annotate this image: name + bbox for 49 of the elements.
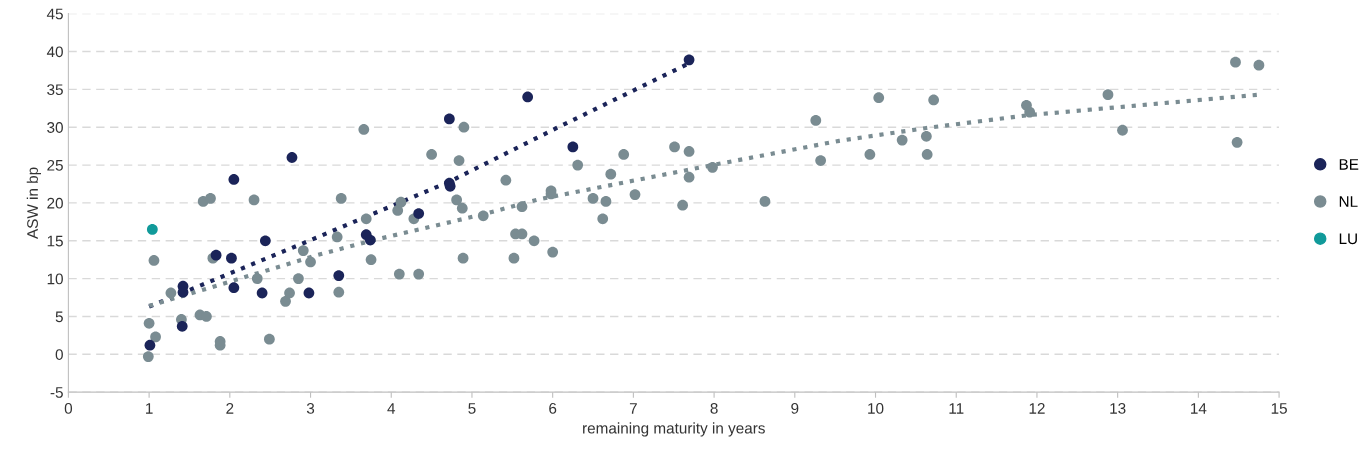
point <box>226 252 237 264</box>
point <box>228 174 240 185</box>
point <box>364 234 376 246</box>
point <box>413 208 425 219</box>
legend-label: LU <box>1339 233 1357 245</box>
y-tick-label: 15 <box>47 235 63 247</box>
point <box>256 287 268 299</box>
x-tick-label: 0 <box>64 402 73 414</box>
legend-label: NL <box>1339 196 1358 207</box>
x-tick-label: 6 <box>549 402 557 414</box>
point <box>286 152 298 163</box>
y-tick-label: 35 <box>47 84 63 96</box>
x-tick-label: 7 <box>629 403 637 414</box>
point <box>522 91 534 103</box>
x-tick-label: 3 <box>306 402 315 414</box>
x-axis-title: remaining maturity in years <box>583 422 765 437</box>
y-tick-label: 45 <box>46 8 63 20</box>
x-tick-label: 4 <box>387 403 396 414</box>
y-tick-label: 0 <box>55 349 63 360</box>
point <box>443 113 455 125</box>
y-axis-title: ASW in bp <box>26 167 41 239</box>
point <box>259 235 271 247</box>
y-tick-label: 25 <box>47 159 63 171</box>
x-tick-label: 8 <box>710 402 718 414</box>
point <box>333 270 345 281</box>
point <box>303 287 315 299</box>
x-tick-label: 12 <box>1029 402 1045 414</box>
x-tick-label: 2 <box>226 402 234 414</box>
y-tick-label: 10 <box>47 273 63 285</box>
x-tick-label: 10 <box>868 402 884 414</box>
point <box>176 320 188 332</box>
point <box>146 224 158 235</box>
y-tick-label: 5 <box>55 311 63 323</box>
y-tick-label: 20 <box>47 197 63 209</box>
x-tick-label: 11 <box>949 403 964 414</box>
y-tick-label: 30 <box>47 122 63 133</box>
x-tick-label: 14 <box>1191 403 1207 414</box>
y-tick-label: -5 <box>50 387 63 398</box>
x-tick-label: 9 <box>791 402 799 414</box>
legend-label: BE <box>1339 159 1359 170</box>
point <box>228 282 240 294</box>
x-tick-label: 15 <box>1271 403 1287 414</box>
y-tick-label: 40 <box>46 46 63 58</box>
x-tick-label: 5 <box>468 403 476 414</box>
point <box>683 54 695 66</box>
x-tick-label: 13 <box>1110 402 1126 414</box>
point <box>144 339 156 351</box>
point <box>567 141 579 153</box>
x-tick-label: 1 <box>146 403 153 414</box>
